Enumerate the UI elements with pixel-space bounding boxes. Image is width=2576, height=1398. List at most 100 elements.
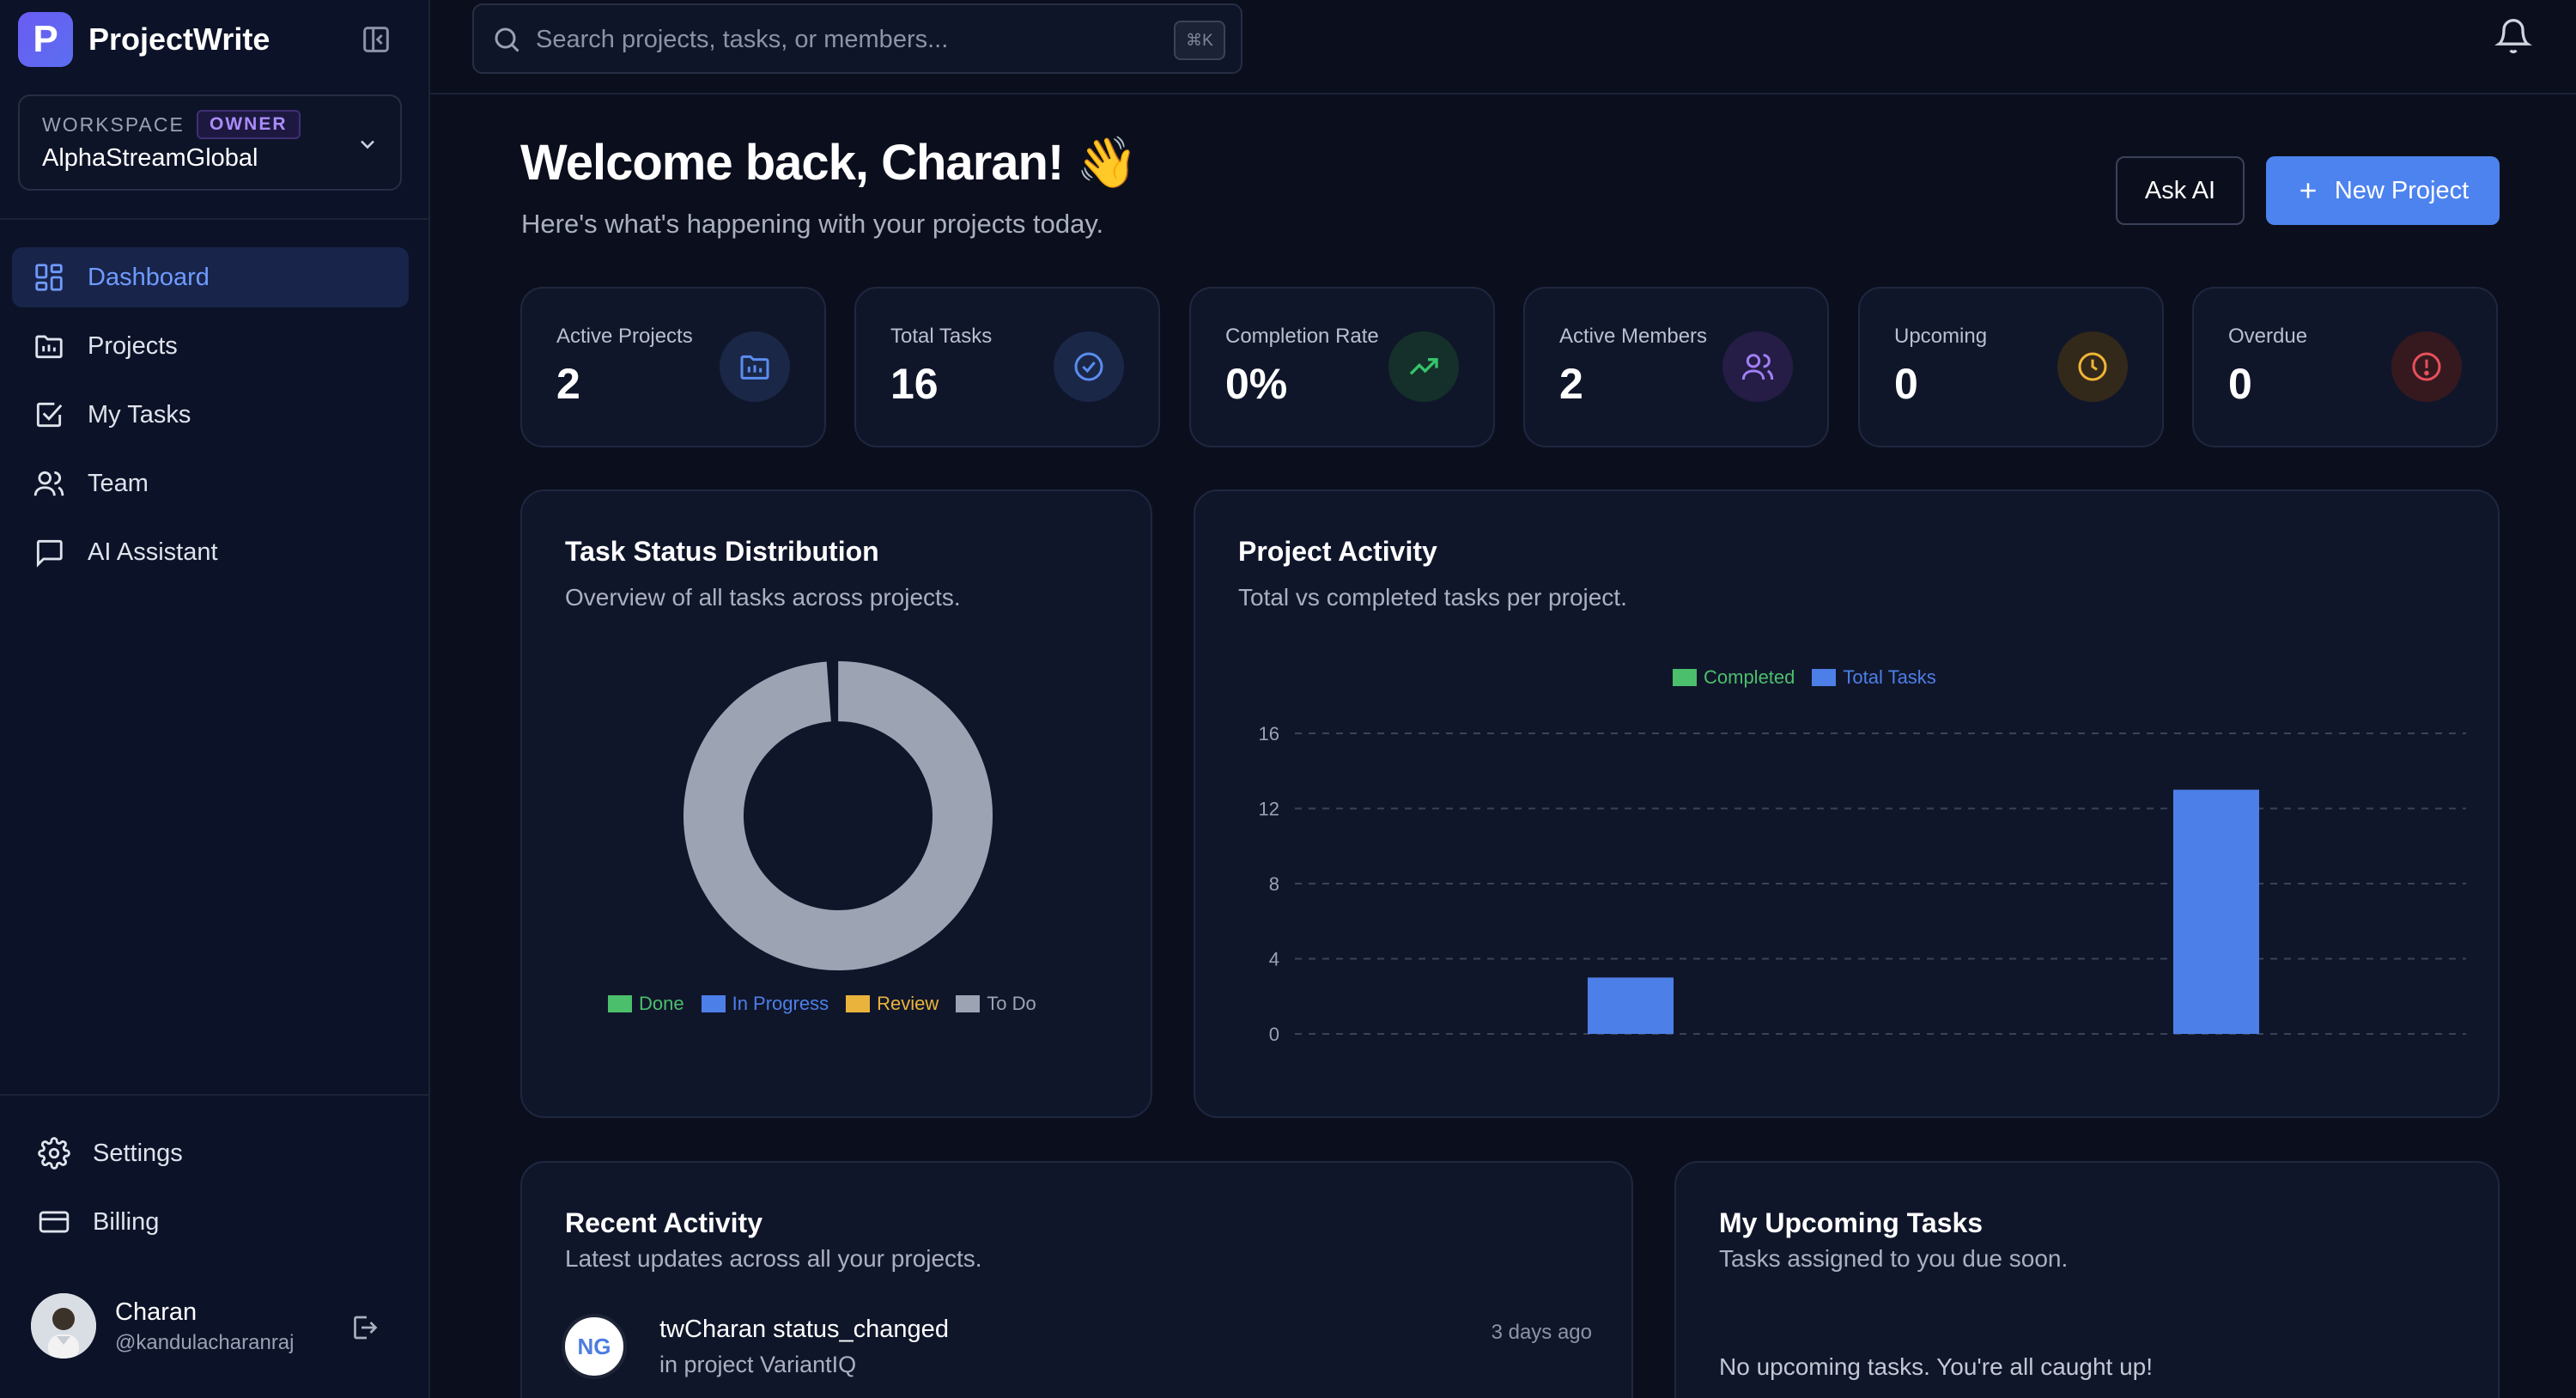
nav-label: My Tasks bbox=[88, 400, 191, 429]
new-project-label: New Project bbox=[2334, 176, 2470, 204]
trending-up-icon bbox=[1388, 331, 1459, 402]
stat-value: 2 bbox=[556, 360, 580, 408]
legend-label: Completed bbox=[1704, 666, 1795, 688]
search-input[interactable] bbox=[536, 21, 1068, 58]
legend-label: Total Tasks bbox=[1843, 666, 1936, 688]
stat-value: 16 bbox=[890, 360, 939, 408]
stat-value: 0 bbox=[2228, 360, 2252, 408]
legend-item[interactable]: Completed bbox=[1673, 666, 1795, 689]
credit-card-icon bbox=[39, 1211, 70, 1233]
dashboard-icon bbox=[35, 264, 63, 291]
nav-label: AI Assistant bbox=[88, 538, 218, 566]
legend-swatch bbox=[1812, 669, 1837, 686]
activity-item[interactable]: NG twCharan status_changed in project Va… bbox=[562, 1314, 1592, 1386]
chat-icon bbox=[36, 539, 63, 568]
stat-card-total-tasks: Total Tasks 16 bbox=[854, 287, 1160, 447]
nav-item-settings[interactable]: Settings bbox=[19, 1123, 405, 1183]
avatar bbox=[31, 1293, 96, 1358]
page-subtitle: Here's what's happening with your projec… bbox=[521, 209, 1104, 239]
nav-label: Settings bbox=[93, 1139, 183, 1167]
nav-item-billing[interactable]: Billing bbox=[19, 1192, 405, 1252]
activity-avatar: NG bbox=[562, 1314, 627, 1379]
nav-item-ai-assistant[interactable]: AI Assistant bbox=[12, 522, 409, 582]
stat-label: Active Members bbox=[1559, 325, 1708, 348]
users-icon bbox=[1722, 331, 1793, 402]
chevron-down-icon bbox=[355, 132, 380, 156]
brand[interactable]: P ProjectWrite bbox=[18, 10, 270, 69]
card-title: Project Activity bbox=[1238, 536, 1437, 567]
legend-swatch bbox=[701, 995, 726, 1012]
folder-chart-icon bbox=[720, 331, 790, 402]
sidebar-collapse-icon[interactable] bbox=[359, 22, 393, 57]
search-icon bbox=[495, 27, 519, 52]
legend-swatch bbox=[608, 995, 632, 1012]
nav-item-my-tasks[interactable]: My Tasks bbox=[12, 385, 409, 445]
stat-card-upcoming: Upcoming 0 bbox=[1858, 287, 2164, 447]
y-tick-label: 8 bbox=[1269, 873, 1279, 895]
stat-value: 2 bbox=[1559, 360, 1583, 408]
nav-label: Billing bbox=[93, 1207, 160, 1236]
nav-label: Dashboard bbox=[88, 263, 210, 291]
nav-label: Team bbox=[88, 469, 149, 497]
donut-chart bbox=[683, 661, 993, 970]
nav-item-dashboard[interactable]: Dashboard bbox=[12, 247, 409, 307]
logout-icon[interactable] bbox=[349, 1312, 380, 1343]
ask-ai-button[interactable]: Ask AI bbox=[2116, 156, 2245, 225]
legend-item[interactable]: Done bbox=[608, 993, 684, 1015]
donut-legend: Done In Progress Review To Do bbox=[608, 993, 1054, 1015]
new-project-button[interactable]: New Project bbox=[2266, 156, 2500, 225]
card-subtitle: Tasks assigned to you due soon. bbox=[1719, 1245, 2069, 1272]
workspace-role-badge: OWNER bbox=[197, 110, 301, 139]
user-name: Charan bbox=[115, 1298, 197, 1326]
stat-label: Active Projects bbox=[556, 325, 693, 348]
bell-icon[interactable] bbox=[2494, 17, 2532, 55]
sidebar: P ProjectWrite WORKSPACE OWNER AlphaStre… bbox=[0, 0, 430, 1398]
card-title: Task Status Distribution bbox=[565, 536, 879, 567]
activity-title: twCharan status_changed bbox=[659, 1316, 949, 1343]
user-profile[interactable]: Charan @kandulacharanraj bbox=[31, 1293, 392, 1358]
legend-label: Done bbox=[639, 993, 684, 1014]
legend-item[interactable]: Total Tasks bbox=[1812, 666, 1936, 689]
search-box[interactable]: ⌘K bbox=[472, 3, 1242, 74]
alert-circle-icon bbox=[2391, 331, 2462, 402]
y-tick-label: 0 bbox=[1269, 1024, 1279, 1041]
stat-card-overdue: Overdue 0 bbox=[2192, 287, 2498, 447]
sidebar-divider bbox=[0, 218, 430, 220]
stat-value: 0% bbox=[1225, 360, 1288, 408]
donut-slice-to-do[interactable] bbox=[683, 661, 993, 970]
stat-card-active-members: Active Members 2 bbox=[1523, 287, 1829, 447]
workspace-switcher[interactable]: WORKSPACE OWNER AlphaStreamGlobal bbox=[18, 94, 402, 191]
legend-swatch bbox=[956, 995, 981, 1012]
check-circle-icon bbox=[1054, 331, 1124, 402]
bottom-nav: Settings Billing bbox=[19, 1123, 405, 1261]
bar-total-tasks-biblewrite[interactable] bbox=[2173, 789, 2259, 1034]
card-title: Recent Activity bbox=[565, 1207, 762, 1238]
y-tick-label: 4 bbox=[1269, 949, 1279, 970]
topbar: ⌘K bbox=[430, 0, 2576, 94]
nav-label: Projects bbox=[88, 331, 178, 360]
bar-legend: Completed Total Tasks bbox=[1673, 666, 1953, 689]
users-icon bbox=[33, 471, 64, 496]
legend-swatch bbox=[846, 995, 871, 1012]
legend-item[interactable]: In Progress bbox=[701, 993, 829, 1015]
stat-label: Completion Rate bbox=[1225, 325, 1379, 348]
legend-item[interactable]: To Do bbox=[956, 993, 1036, 1015]
sidebar-divider bbox=[0, 1094, 430, 1096]
main-nav: Dashboard Projects My Tasks Team AI Assi… bbox=[12, 247, 409, 591]
stat-label: Upcoming bbox=[1894, 325, 1988, 348]
search-shortcut: ⌘K bbox=[1174, 21, 1225, 60]
task-status-card: Task Status Distribution Overview of all… bbox=[520, 489, 1152, 1118]
bar-total-tasks-webbrowser[interactable] bbox=[1588, 977, 1674, 1034]
nav-item-team[interactable]: Team bbox=[12, 453, 409, 514]
stat-label: Overdue bbox=[2228, 325, 2308, 348]
legend-swatch bbox=[1673, 669, 1697, 686]
activity-time: 3 days ago bbox=[1491, 1321, 1592, 1344]
gear-icon bbox=[38, 1137, 70, 1170]
plus-icon bbox=[2300, 183, 2316, 198]
legend-item[interactable]: Review bbox=[846, 993, 939, 1015]
y-tick-label: 12 bbox=[1259, 799, 1279, 820]
nav-item-projects[interactable]: Projects bbox=[12, 316, 409, 376]
folder-icon bbox=[35, 335, 63, 359]
stat-card-completion-rate: Completion Rate 0% bbox=[1189, 287, 1495, 447]
workspace-name: AlphaStreamGlobal bbox=[42, 144, 258, 172]
